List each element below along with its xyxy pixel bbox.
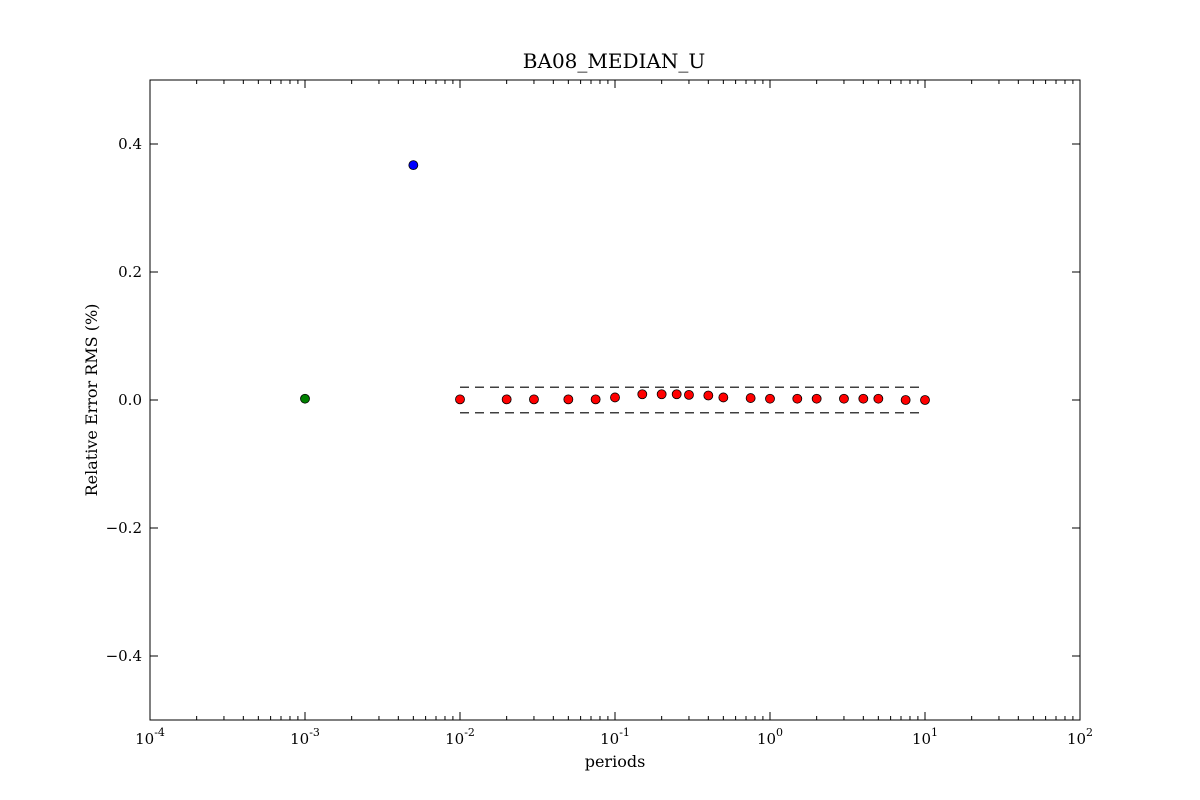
plot-area: 10-4 10-3 10-2 10-1 100 101 1020.40.20.0−0.2−0…	[106, 79, 1093, 748]
x-tick-label: 102	[1067, 726, 1093, 748]
y-tick-label: 0.4	[118, 135, 142, 153]
data-point	[408, 160, 419, 171]
x-tick-label-exponent: 0	[776, 726, 783, 739]
x-axis-label: periods	[585, 752, 646, 771]
y-tick-label: 0.0	[118, 391, 142, 409]
y-axis-label: Relative Error RMS (%)	[82, 304, 101, 497]
data-point	[858, 393, 869, 404]
data-point	[637, 389, 648, 400]
x-tick-label-exponent: 2	[1086, 726, 1093, 739]
data-point	[590, 394, 601, 405]
data-point	[839, 393, 849, 404]
data-point	[703, 390, 714, 401]
data-point	[300, 393, 310, 404]
x-tick-label: 100	[757, 726, 783, 748]
x-tick-label-exponent: -2	[464, 726, 475, 739]
data-point	[900, 395, 911, 405]
data-point	[455, 394, 465, 405]
x-tick-label-exponent: 1	[931, 726, 938, 739]
data-point	[718, 392, 729, 403]
data-point	[684, 389, 694, 400]
x-tick-label: 10-3	[290, 726, 320, 748]
x-tick-label-base: 10	[290, 730, 309, 748]
data-point	[811, 393, 822, 404]
data-point	[656, 389, 667, 400]
data-point	[501, 394, 512, 405]
x-tick-label: 101	[912, 726, 938, 748]
x-tick-label-base: 10	[912, 730, 931, 748]
chart-title: BA08_MEDIAN_U	[523, 49, 705, 73]
data-point	[873, 393, 884, 404]
data-point	[920, 395, 930, 405]
data-point	[765, 393, 775, 404]
data-point	[563, 394, 574, 405]
y-tick-label: 0.2	[118, 263, 142, 281]
data-point	[745, 393, 756, 403]
x-tick-label-base: 10	[135, 730, 154, 748]
x-tick-label-exponent: -3	[309, 726, 320, 739]
x-tick-label-base: 10	[600, 730, 619, 748]
y-tick-label: −0.4	[106, 647, 142, 665]
x-tick-label-exponent: -1	[619, 726, 630, 739]
x-tick-label: 10-2	[445, 726, 475, 748]
data-point	[610, 392, 620, 403]
x-tick-label: 10-1	[600, 726, 630, 748]
data-point	[529, 394, 539, 405]
x-tick-label-exponent: -4	[154, 726, 165, 739]
y-tick-label: −0.2	[106, 519, 142, 537]
data-point	[792, 393, 803, 404]
x-tick-label: 10-4	[135, 726, 165, 748]
x-tick-label-base: 10	[1067, 730, 1086, 748]
data-point	[671, 389, 682, 400]
x-tick-label-base: 10	[445, 730, 464, 748]
x-tick-label-base: 10	[757, 730, 776, 748]
